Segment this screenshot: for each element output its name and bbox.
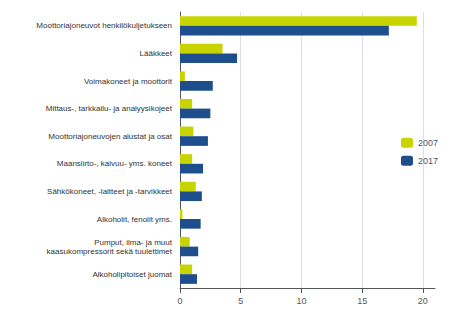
svg-text:Mittaus-, tarkkailu- ja analyy: Mittaus-, tarkkailu- ja analyysikojeet: [46, 104, 173, 113]
svg-text:Alkoholit, fenolit yms.: Alkoholit, fenolit yms.: [97, 215, 172, 224]
svg-text:Maansiirto-, kaivuu- yms. kone: Maansiirto-, kaivuu- yms. koneet: [57, 159, 173, 168]
svg-text:Lääkkeet: Lääkkeet: [140, 49, 173, 58]
svg-text:5: 5: [238, 296, 243, 306]
svg-text:2007: 2007: [418, 138, 438, 148]
svg-text:2017: 2017: [418, 156, 438, 166]
svg-text:Moottoriajoneuvojen alustat ja: Moottoriajoneuvojen alustat ja osat: [48, 132, 172, 141]
svg-text:0: 0: [177, 296, 182, 306]
svg-text:15: 15: [357, 296, 367, 306]
svg-text:10: 10: [296, 296, 306, 306]
svg-text:Sähkökoneet, -laitteet ja -tar: Sähkökoneet, -laitteet ja -tarvikkeet: [47, 187, 173, 196]
svg-text:Alkoholipitoiset juomat: Alkoholipitoiset juomat: [92, 270, 172, 279]
svg-text:Voimakoneet ja moottorit: Voimakoneet ja moottorit: [84, 77, 173, 86]
svg-text:20: 20: [418, 296, 428, 306]
svg-text:Moottoriajoneuvot henkilökulje: Moottoriajoneuvot henkilökuljetukseen: [36, 21, 172, 30]
svg-text:kaasukompressorit sekä tuulett: kaasukompressorit sekä tuulettimet: [47, 247, 173, 256]
svg-text:Pumput, ilma- ja muut: Pumput, ilma- ja muut: [94, 238, 173, 247]
